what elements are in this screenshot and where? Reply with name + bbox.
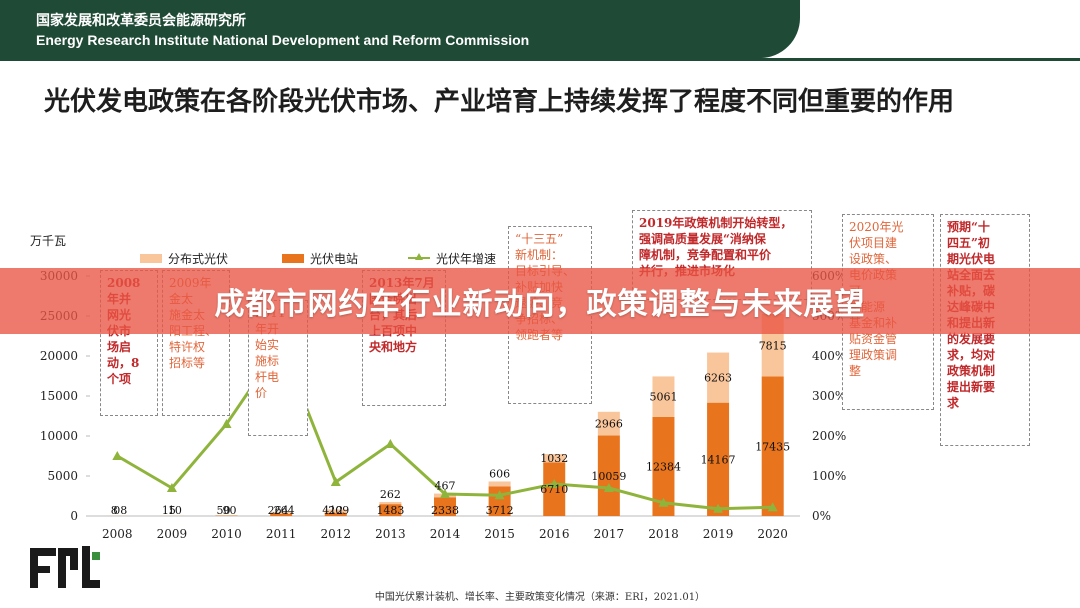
station-value-label: 12384	[646, 460, 681, 473]
legend-item-station: 光伏电站	[282, 250, 358, 266]
growth-marker	[166, 483, 177, 492]
station-value-label: 264	[268, 504, 289, 517]
bar-station	[379, 504, 402, 516]
eri-logo	[28, 544, 102, 594]
growth-marker	[221, 419, 232, 428]
distributed-value-label: 10	[168, 504, 182, 517]
station-value-label: 1483	[376, 504, 404, 517]
station-value-label: 412	[322, 504, 343, 517]
distributed-value-label: 606	[489, 467, 510, 480]
y-right-tick-label: 300%	[812, 389, 846, 403]
growth-marker	[330, 477, 341, 486]
distributed-value-label: 7815	[759, 339, 787, 352]
x-tick-label: 2009	[157, 527, 188, 541]
station-value-label: 6710	[540, 483, 568, 496]
x-tick-label: 2020	[757, 527, 788, 541]
banner-text: 成都市网约车行业新动向，政策调整与未来展望	[214, 287, 866, 322]
bar-station	[707, 402, 730, 516]
x-tick-label: 2015	[484, 527, 515, 541]
x-tick-label: 2013	[375, 527, 406, 541]
legend-label-distributed: 分布式光伏	[168, 251, 229, 266]
distributed-value-label: 262	[380, 488, 401, 501]
legend-item-distributed: 分布式光伏	[140, 250, 228, 266]
y-axis-unit: 万千瓦	[30, 234, 67, 248]
header-bar: 国家发展和改革委员会能源研究所 Energy Research Institut…	[0, 0, 1080, 58]
growth-marker	[494, 490, 505, 500]
legend-label-growth: 光伏年增速	[436, 251, 497, 266]
bar-station	[324, 512, 347, 516]
y-right-tick-label: 100%	[812, 469, 846, 483]
x-tick-label: 2010	[211, 527, 242, 541]
distributed-value-label: 209	[328, 504, 349, 517]
x-tick-label: 2017	[594, 527, 625, 541]
overlay-banner: 成都市网约车行业新动向，政策调整与未来展望	[0, 268, 1080, 334]
y-left-tick-label: 10000	[40, 429, 78, 443]
station-value-label: 10059	[591, 470, 626, 483]
station-value-label: 2338	[431, 504, 459, 517]
header-divider	[0, 58, 1080, 61]
x-tick-label: 2018	[648, 527, 679, 541]
x-tick-label: 2019	[703, 527, 734, 541]
x-tick-label: 2012	[320, 527, 351, 541]
distributed-value-label: 08	[113, 504, 127, 517]
legend-swatch-growth	[408, 253, 430, 260]
station-value-label: 14167	[701, 453, 736, 466]
station-value-label: 15	[162, 504, 176, 517]
legend-item-growth: 光伏年增速	[408, 250, 496, 266]
bar-distributed	[707, 352, 730, 403]
bar-station	[761, 376, 784, 516]
x-tick-label: 2011	[266, 527, 297, 541]
org-name-cn: 国家发展和改革委员会能源研究所	[36, 13, 246, 29]
y-left-tick-label: 15000	[40, 389, 78, 403]
y-left-tick-label: 0	[70, 509, 78, 523]
bar-distributed	[543, 454, 566, 463]
growth-marker	[112, 451, 123, 460]
x-tick-label: 2014	[430, 527, 461, 541]
legend-swatch-distributed	[140, 253, 162, 263]
y-right-tick-label: 0%	[812, 509, 831, 523]
growth-marker	[385, 439, 396, 448]
distributed-value-label: 5061	[649, 391, 677, 404]
org-name-en: Energy Research Institute National Devel…	[36, 32, 530, 48]
bar-distributed	[652, 376, 675, 417]
y-right-tick-label: 200%	[812, 429, 846, 443]
station-value-label: 50	[217, 504, 231, 517]
bar-station	[270, 513, 293, 516]
distributed-value-label: 6263	[704, 372, 732, 385]
station-value-label: 17435	[755, 440, 790, 453]
distributed-value-label: 90	[223, 504, 237, 517]
distributed-value-label: 1032	[540, 452, 568, 465]
y-left-tick-label: 20000	[40, 349, 78, 363]
bar-distributed	[597, 411, 620, 436]
bar-station	[652, 416, 675, 516]
x-tick-label: 2016	[539, 527, 570, 541]
growth-marker	[440, 489, 450, 498]
bar-distributed	[379, 502, 402, 505]
bar-distributed	[324, 509, 347, 513]
growth-marker	[603, 483, 614, 492]
distributed-value-label: 2966	[595, 418, 623, 431]
legend-label-station: 光伏电站	[310, 251, 359, 266]
legend-swatch-station	[282, 253, 304, 263]
bar-station	[543, 462, 566, 516]
distributed-value-label: 467	[435, 480, 456, 493]
slide-title: 光伏发电政策在各阶段光伏市场、产业培育上持续发挥了程度不同但重要的作用	[44, 87, 955, 117]
bar-station	[597, 435, 620, 516]
growth-marker	[713, 503, 724, 513]
bar-distributed	[488, 481, 511, 487]
x-tick-label: 2008	[102, 527, 133, 541]
growth-marker	[549, 479, 560, 488]
station-value-label: 3712	[486, 504, 514, 517]
bar-distributed	[270, 511, 293, 514]
chart-caption: 中国光伏累计装机、增长率、主要政策变化情况（来源：ERI，2021.01）	[374, 592, 706, 603]
growth-marker	[767, 502, 778, 512]
station-value-label: 8	[111, 504, 118, 517]
growth-marker	[658, 497, 669, 507]
bar-station	[434, 497, 456, 516]
header-dark-panel	[0, 0, 800, 58]
distributed-value-label: 264	[274, 504, 295, 517]
y-left-tick-label: 5000	[47, 469, 78, 483]
y-right-tick-label: 400%	[812, 349, 846, 363]
